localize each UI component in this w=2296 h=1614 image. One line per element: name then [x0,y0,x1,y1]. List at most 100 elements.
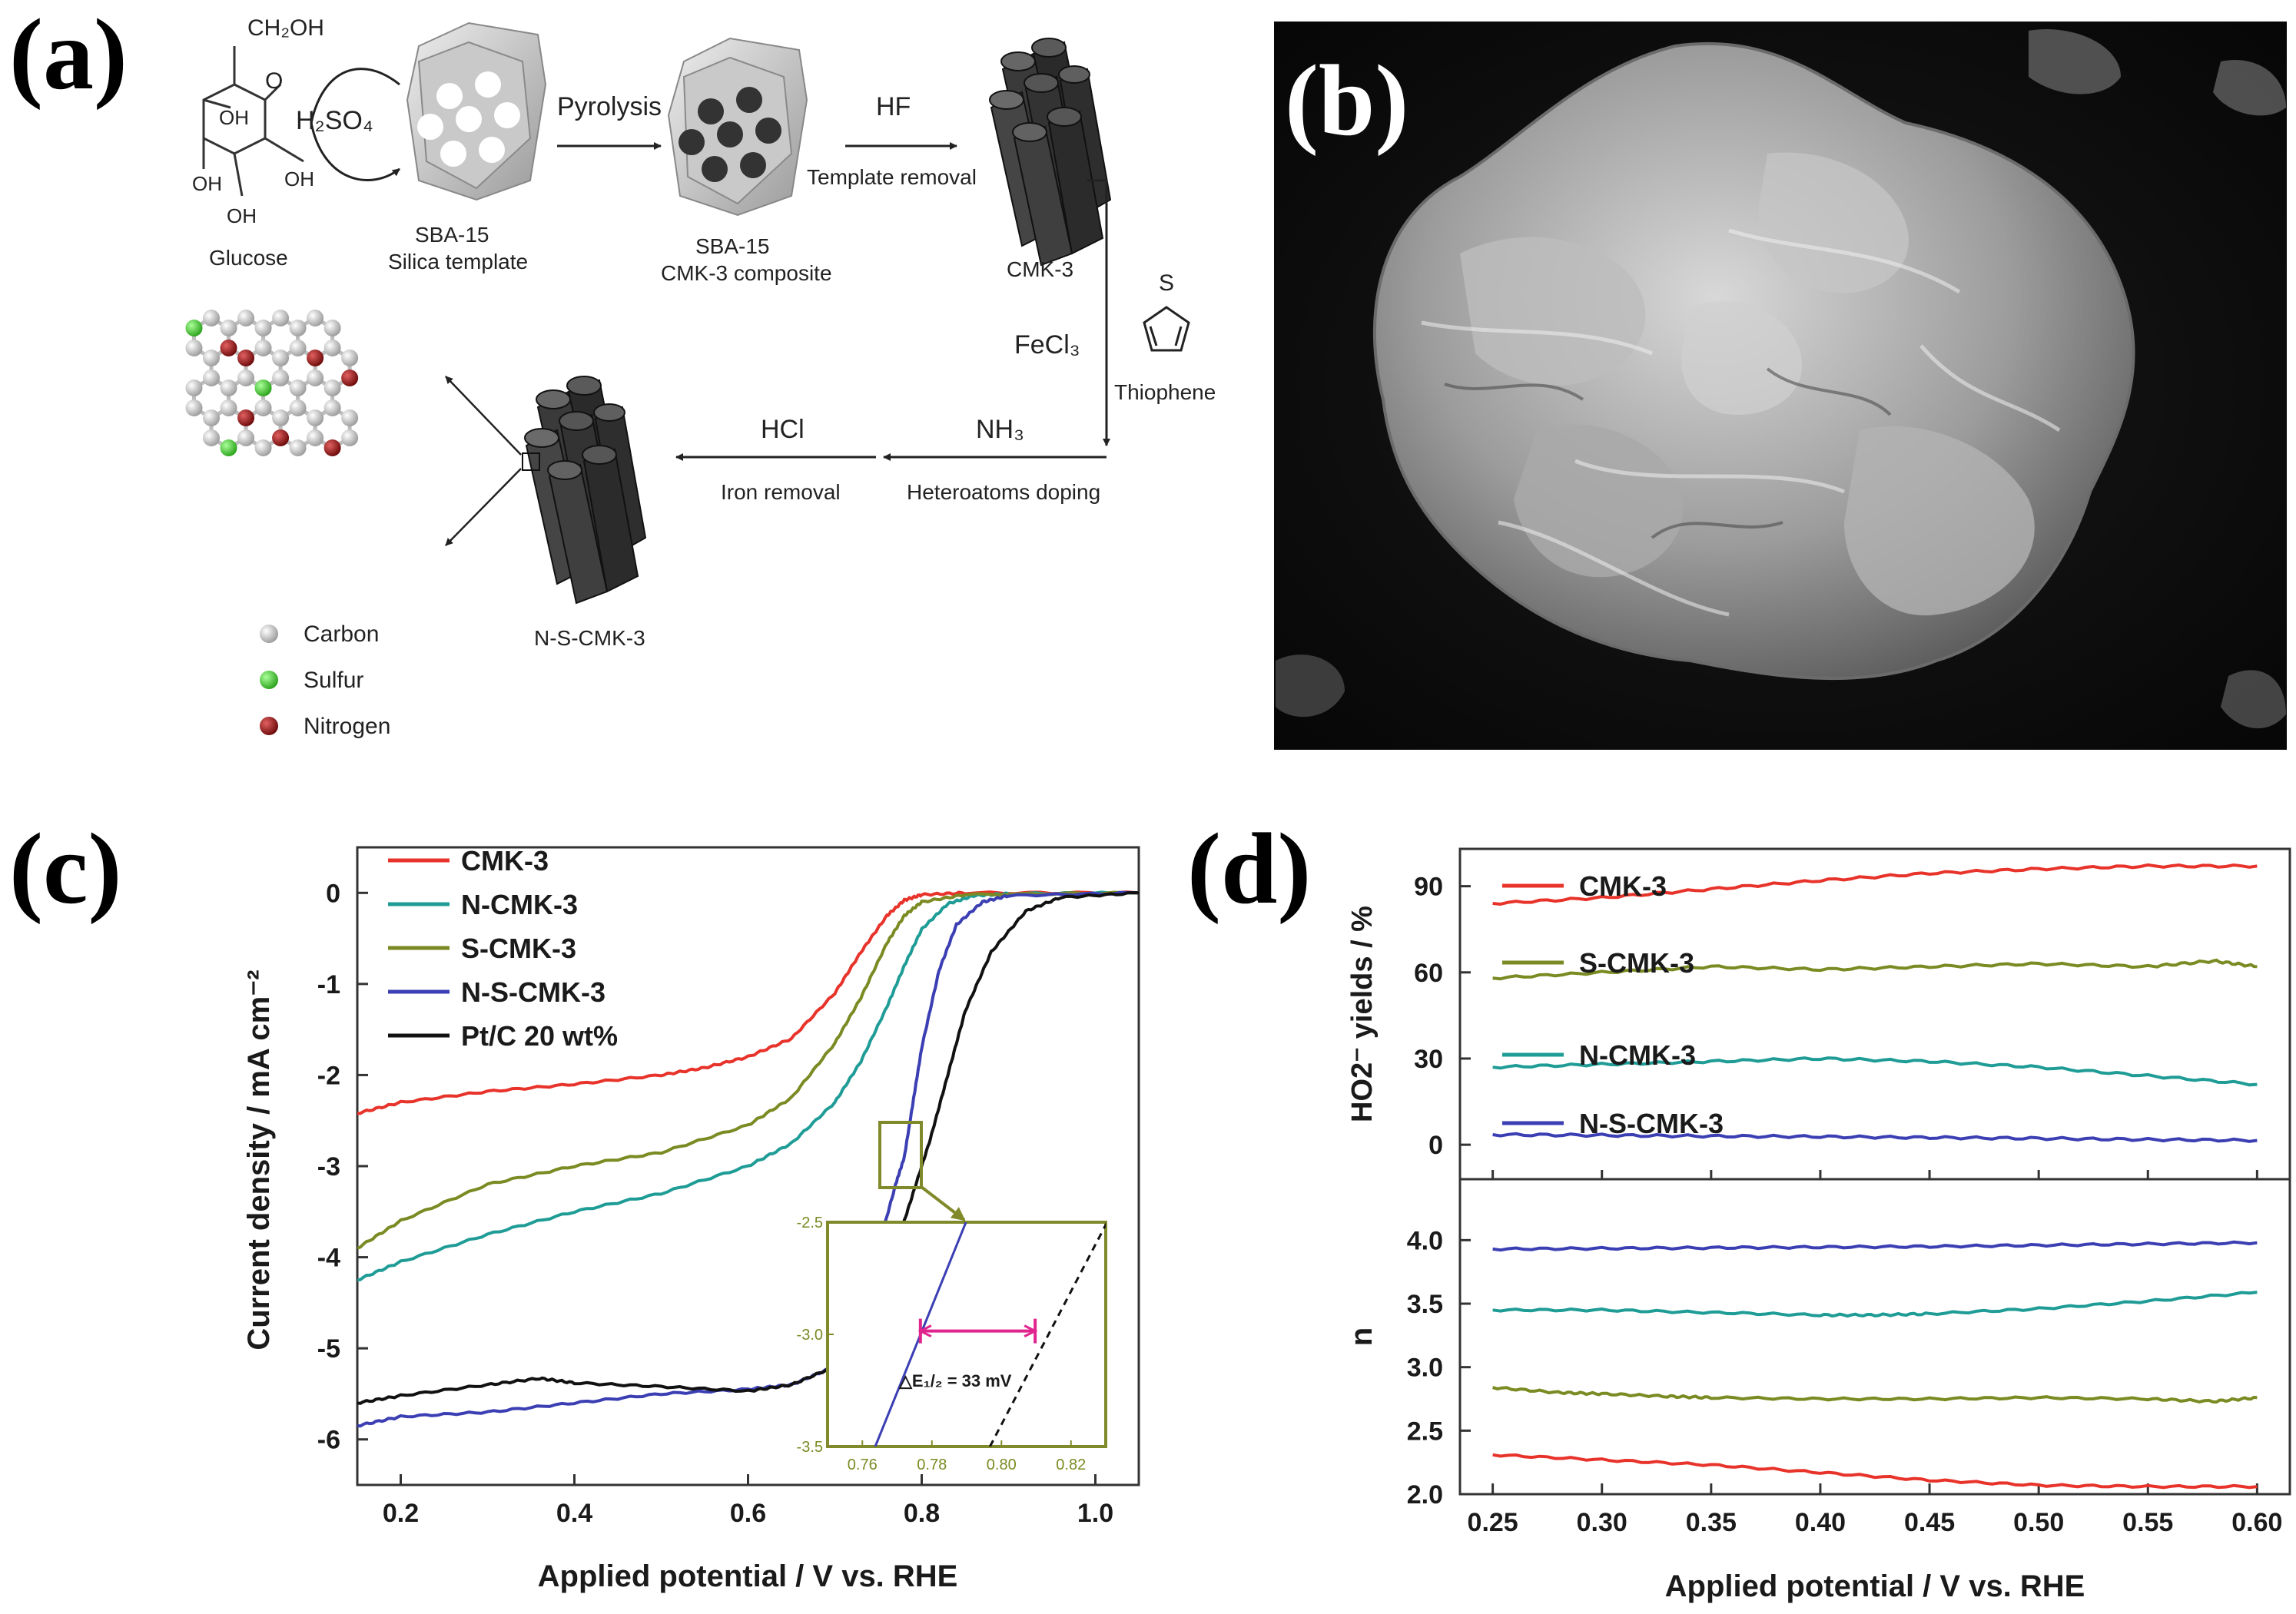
lattice-carbon-atom [289,439,307,456]
chart-d-top-ytick-label: 30 [1414,1045,1443,1074]
lattice-carbon-atom [323,340,341,356]
chart-d-top-line-n-cmk-3 [1492,1056,2258,1087]
lattice-carbon-atom [185,399,203,416]
chart-d-top-line-n-s-cmk-3 [1492,1132,2258,1143]
chart-c-ytick-label: -5 [317,1334,340,1364]
lattice-carbon-atom [203,350,220,366]
chart-c-legend-label-s-cmk-3: S-CMK-3 [461,933,576,964]
chart-d-bottom-xtick-label: 0.55 [2122,1508,2173,1537]
lattice-carbon-atom [341,409,359,426]
chart-d-series-label-cmk-3: CMK-3 [1579,870,1667,902]
glucose-label: Glucose [209,246,288,270]
chart-d-bottom-xtick-label: 0.45 [1904,1508,1955,1537]
lattice-carbon-atom [307,409,324,426]
zoom-box-arrow [920,1185,966,1221]
lattice-carbon-atom [272,350,290,366]
lattice-carbon-atom [289,399,307,416]
chart-c-legend-label-n-s-cmk-3: N-S-CMK-3 [461,976,606,1008]
thiophene-molecule [1143,306,1190,352]
lattice-carbon-atom [272,409,290,426]
inset-axes: 0.76 0.78 0.80 0.82 -2.5 -3.0 -3.5 [797,1215,1087,1473]
inset-xtick-label: 0.78 [917,1457,947,1473]
lattice-sulfur-atom [220,439,237,456]
chart-d-top-series-labels: CMK-3 S-CMK-3 N-CMK-3 N-S-CMK-3 [1502,870,1724,1139]
composite-sublabel: CMK-3 composite [661,261,832,285]
glucose-ch2oh: CH₂OH [247,15,324,41]
lattice-carbon-atom [341,350,359,366]
chart-d-bottom-xtick-label: 0.35 [1686,1508,1737,1537]
chart-d-bottom-line-n-cmk-3 [1492,1291,2258,1318]
sba15-sublabel: Silica template [388,250,528,273]
pyrolysis-label: Pyrolysis [557,92,662,121]
lattice-carbon-atom [203,429,220,446]
chart-d-top-ylabel: HO2⁻ yields / % [1346,906,1379,1122]
composite-label: SBA-15 [695,234,770,258]
panel-d: (d) 0 30 60 90 2.0 2.5 3.0 3.5 4.0 0.25 0.30 0.35 0… [1187,812,2291,1603]
chart-d-bottom-ytick-label: 4.0 [1407,1226,1443,1255]
chart-d-top-line-s-cmk-3 [1492,958,2258,981]
chart-d-top-ytick-label: 0 [1428,1131,1443,1160]
fecl3-label: FeCl₃ [1014,330,1080,360]
chart-c-xtick-label: 0.2 [383,1499,419,1528]
panel-c-label: (c) [9,812,122,925]
lattice-carbon-atom [323,399,341,416]
sba15-template-icon [406,22,547,201]
lattice-carbon-atom [220,320,237,336]
chart-c-line-cmk-3 [357,890,1139,1115]
chart-d-bottom-ytick-label: 2.0 [1407,1480,1443,1510]
chart-c-legend-label-pt-c-20-wt: Pt/C 20 wt% [461,1020,618,1052]
chart-c-legend-label-cmk-3: CMK-3 [461,845,549,877]
lattice-carbon-atom [307,429,324,446]
iron-removal-label: Iron removal [721,480,841,504]
chart-d-bottom-ylabel: n [1345,1327,1379,1346]
doping-vertical-arrow [1087,179,1110,446]
lattice-carbon-atom [254,340,272,356]
lattice-carbon-atom [237,310,255,326]
lattice-carbon-atom [185,379,203,396]
lattice-nitrogen-atom [341,370,359,386]
nscmk3-rods-icon [522,376,647,605]
h2so4-curved-arrow [310,68,400,181]
chart-c-xtick-label: 0.6 [730,1499,766,1528]
glucose-molecule [202,46,304,197]
chart-c-xtick-label: 0.8 [904,1499,940,1528]
inset-ytick-label: -2.5 [797,1215,823,1231]
lattice-carbon-atom [289,340,307,356]
legend-sulfur-icon [260,671,278,689]
template-removal-label: Template removal [807,165,977,189]
sem-particle [1276,29,2286,729]
lattice-carbon-atom [203,409,220,426]
chart-d-bottom-ytick-label: 2.5 [1407,1417,1443,1446]
glucose-oh-4: OH [227,204,257,227]
chart-c-ylabel: Current density / mA cm⁻² [242,969,276,1350]
chart-d-series-label-n-s-cmk-3: N-S-CMK-3 [1579,1108,1724,1139]
chart-d-top-line-cmk-3 [1492,863,2258,906]
lattice-carbon-atom [289,320,307,336]
chart-d-bottom-axes: 2.0 2.5 3.0 3.5 4.0 0.25 0.30 0.35 0.40 0.45 0.50 0… [1407,1226,2283,1537]
glucose-oh-3: OH [284,167,314,191]
chart-c-axes: 0.2 0.4 0.6 0.8 1.0 0 -1 -2 -3 -4 -5 -6 [317,879,1113,1528]
inset-frame [826,1221,1107,1448]
thiophene-label: Thiophene [1114,380,1216,404]
glucose-oh-2: OH [192,172,222,195]
chart-d-bottom-frame [1458,1178,2291,1496]
lattice-sulfur-atom [254,379,272,396]
inset-ytick-label: -3.0 [797,1327,823,1344]
lattice-carbon-atom [185,340,203,356]
chart-c-ytick-label: -4 [317,1244,340,1273]
sba15-cmk3-composite-icon [667,37,808,217]
hf-label: HF [876,92,911,121]
legend-sulfur: Sulfur [304,668,363,693]
panel-a-label: (a) [9,0,128,111]
lattice-carbon-atom [220,379,237,396]
delta-e-annotation: △E₁/₂ = 33 mV [898,1371,1012,1390]
chart-c-ytick-label: -6 [317,1426,340,1455]
lattice-nitrogen-atom [323,439,341,456]
lattice-carbon-atom [237,370,255,386]
chart-d-bottom-xtick-label: 0.40 [1795,1508,1846,1537]
lattice-carbon-atom [323,379,341,396]
chart-d-bottom-xtick-label: 0.25 [1468,1508,1518,1537]
chart-c-xtick-label: 0.4 [556,1499,592,1528]
lattice-nitrogen-atom [220,340,237,356]
